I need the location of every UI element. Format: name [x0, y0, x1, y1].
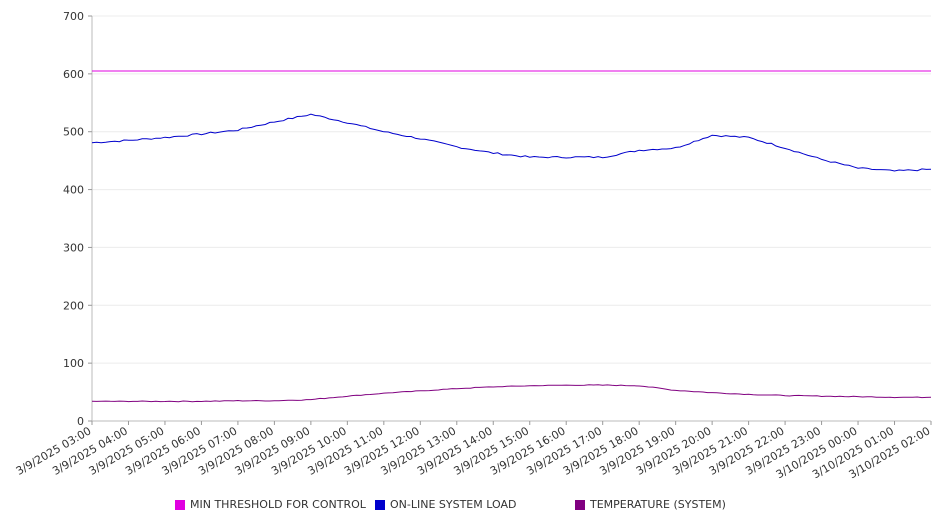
y-tick-label: 400	[63, 184, 84, 197]
legend-item-temperature[interactable]: TEMPERATURE (SYSTEM)	[575, 498, 726, 511]
legend-label-temperature: TEMPERATURE (SYSTEM)	[590, 498, 726, 511]
y-axis-ticks: 0 100 200 300 400 500 600 700	[63, 10, 92, 428]
legend-swatch-system-load	[375, 499, 385, 510]
legend-label-system-load: ON-LINE SYSTEM LOAD	[390, 498, 517, 511]
series-line-2	[91, 384, 932, 403]
y-tick-label: 200	[63, 299, 84, 312]
y-tick-label: 0	[77, 415, 84, 428]
legend-label-threshold: MIN THRESHOLD FOR CONTROL	[190, 498, 366, 511]
y-tick-label: 500	[63, 126, 84, 139]
y-tick-label: 300	[63, 241, 84, 254]
y-tick-label: 100	[63, 357, 84, 370]
axes	[91, 16, 931, 422]
y-tick-label: 700	[63, 10, 84, 23]
series-lines	[91, 70, 932, 403]
y-tick-label: 600	[63, 68, 84, 81]
legend-swatch-threshold	[175, 499, 185, 510]
gridlines	[92, 15, 931, 422]
legend: MIN THRESHOLD FOR CONTROL ON-LINE SYSTEM…	[0, 498, 946, 514]
legend-swatch-temperature	[575, 499, 585, 510]
series-line-1	[91, 113, 932, 172]
x-axis-ticks: 3/9/2025 03:003/9/2025 04:003/9/2025 05:…	[14, 421, 933, 481]
legend-item-threshold[interactable]: MIN THRESHOLD FOR CONTROL	[175, 498, 366, 511]
legend-item-system-load[interactable]: ON-LINE SYSTEM LOAD	[375, 498, 516, 511]
